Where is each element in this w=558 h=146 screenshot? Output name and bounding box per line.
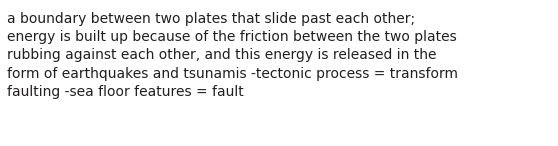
Text: a boundary between two plates that slide past each other;
energy is built up bec: a boundary between two plates that slide… [7,12,458,99]
